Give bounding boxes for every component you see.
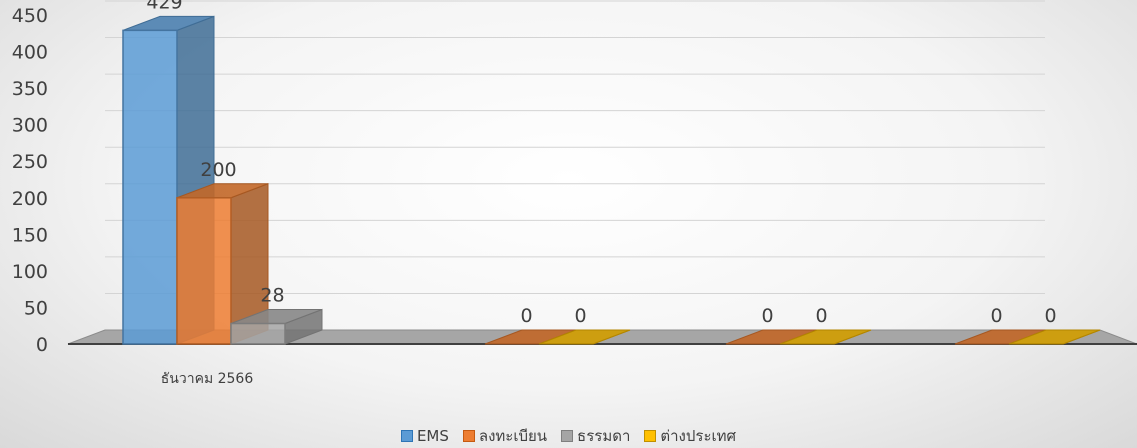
bar-ordinary-0-front xyxy=(230,322,286,345)
y-tick-label: 450 xyxy=(12,5,48,27)
data-label: 0 xyxy=(520,305,532,327)
legend-label-registered: ลงทะเบียน xyxy=(478,427,548,445)
y-tick-label: 250 xyxy=(12,151,48,173)
y-tick-label: 350 xyxy=(12,78,48,100)
data-label: 0 xyxy=(1044,305,1056,327)
bar-ems-0-front xyxy=(122,29,178,345)
data-label: 429 xyxy=(146,0,182,13)
y-tick-label: 0 xyxy=(36,334,48,356)
y-tick-label: 50 xyxy=(24,297,48,319)
data-label: 0 xyxy=(815,305,827,327)
data-label: 28 xyxy=(260,285,284,307)
data-label: 0 xyxy=(574,305,586,327)
chart-plot: 0 50 100 150 200 250 300 350 400 450 429 200 28 0 0 0 0 0… xyxy=(12,0,1137,387)
data-label: 200 xyxy=(200,159,236,181)
y-tick-label: 300 xyxy=(12,115,48,137)
legend-item-registered: ลงทะเบียน xyxy=(462,424,548,448)
bar-registered-0-front xyxy=(176,197,232,345)
y-tick-label: 200 xyxy=(12,188,48,210)
legend: EMS ลงทะเบียน ธรรมดา ต่างประเทศ xyxy=(0,424,1137,448)
data-label: 0 xyxy=(990,305,1002,327)
data-label: 0 xyxy=(761,305,773,327)
y-tick-label: 400 xyxy=(12,42,48,64)
legend-swatch-ordinary xyxy=(561,430,574,442)
bar-international-2-top xyxy=(779,329,872,345)
legend-item-international: ต่างประเทศ xyxy=(644,424,736,448)
legend-label-ordinary: ธรรมดา xyxy=(577,427,631,445)
legend-swatch-international xyxy=(644,430,657,442)
legend-item-ordinary: ธรรมดา xyxy=(561,424,630,448)
legend-item-ems: EMS xyxy=(400,427,449,445)
legend-swatch-registered xyxy=(462,430,475,442)
y-tick-label: 100 xyxy=(12,261,48,283)
bar-international-1-top xyxy=(538,329,631,345)
y-tick-label: 150 xyxy=(12,224,48,246)
legend-label-ems: EMS xyxy=(416,427,449,445)
legend-swatch-ems xyxy=(400,430,413,442)
x-category-label: ธันวาคม 2566 xyxy=(161,371,254,387)
bar-international-3-top xyxy=(1008,329,1101,345)
legend-label-international: ต่างประเทศ xyxy=(660,427,737,445)
